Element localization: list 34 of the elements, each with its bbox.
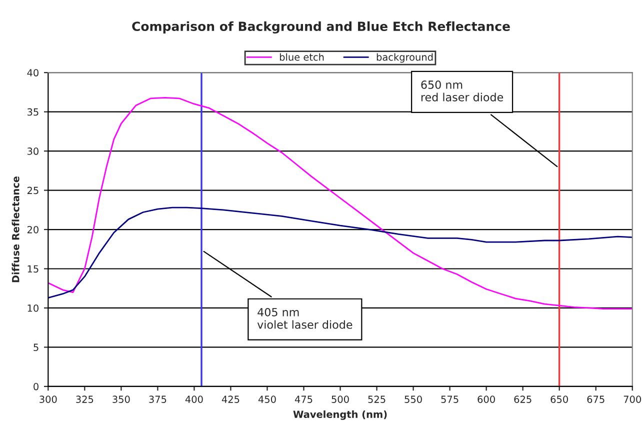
x-tick-label: 525 [368,396,386,403]
x-tick-label: 625 [514,396,532,403]
x-tick-label: 500 [332,396,349,403]
x-tick-label: 675 [587,396,604,403]
x-tick-label: 450 [258,396,276,403]
y-tick-label: 5 [34,344,38,352]
y-tick-label: 40 [27,69,38,76]
line-series [48,206,632,298]
annotation: 650 nm red laser diode [421,80,504,102]
y-axis-title: Diffuse Reflectance [12,176,20,282]
x-tick-label: 325 [76,396,94,403]
x-tick-label: 650 [550,396,568,403]
x-tick-label: 375 [149,396,166,403]
annotation: 405 nm violet laser diode [257,308,352,329]
y-tick-label: 25 [27,186,38,194]
x-tick-label: 600 [478,396,495,403]
legend-label: blue etch [280,53,324,61]
y-tick-label: 15 [28,265,38,273]
x-tick-label: 575 [441,396,458,403]
y-tick-label: 10 [28,304,38,312]
y-tick-label: 0 [34,382,38,390]
x-tick-label: 700 [624,396,642,403]
x-tick-label: 400 [185,396,203,403]
x-tick-label: 350 [112,396,130,403]
legend-label: background [376,53,433,63]
x-tick-label: 475 [294,396,312,403]
x-axis-title: Wavelength (nm) [293,410,387,420]
chart-title: Comparison of Background and Blue Etch Reflectance [132,21,510,34]
x-tick-label: 300 [40,396,57,403]
y-tick-label: 20 [27,226,38,234]
x-tick-label: 550 [404,396,422,403]
x-tick-label: 425 [222,396,240,403]
y-tick-label: 30 [27,148,38,155]
y-tick-label: 35 [27,108,38,116]
